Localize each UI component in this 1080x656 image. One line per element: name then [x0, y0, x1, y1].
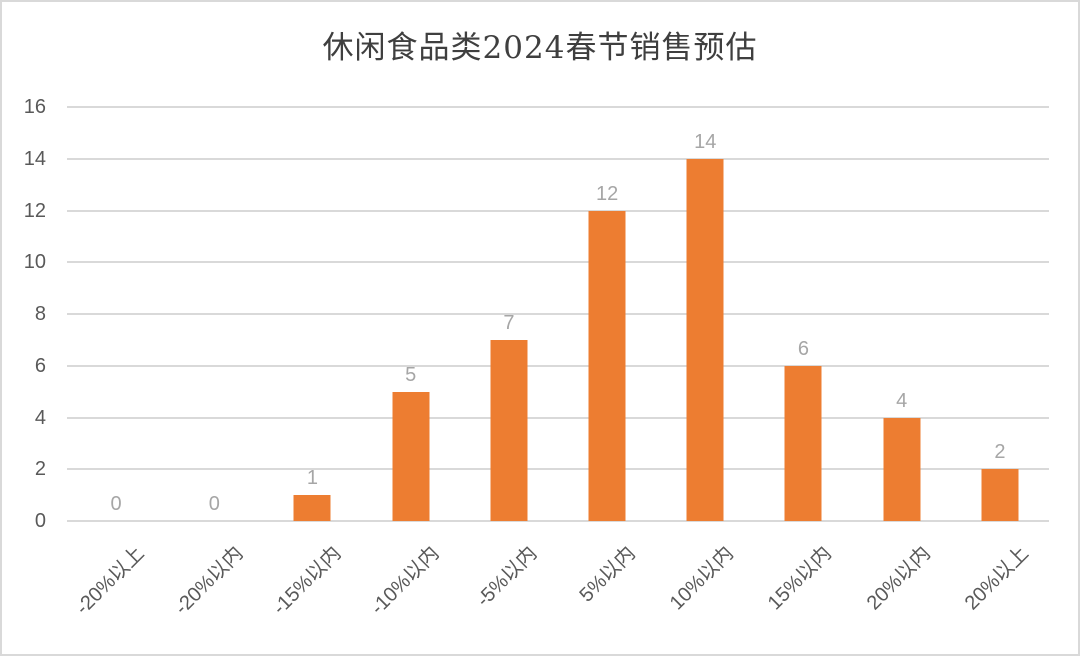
- y-tick-label: 8: [34, 303, 46, 325]
- bar: [784, 365, 822, 521]
- gridline: [67, 209, 1049, 212]
- data-label: 14: [694, 130, 717, 153]
- data-label: 6: [797, 337, 810, 360]
- y-axis: 0 2 4 6 8 10 12 14 16: [2, 97, 52, 531]
- bar-slot: 14: [656, 107, 754, 521]
- y-tick-label: 10: [23, 251, 46, 274]
- x-tick-label: -20%以内: [170, 542, 248, 620]
- y-tick-label: 0: [34, 510, 46, 532]
- x-slot: -20%以内: [165, 521, 263, 654]
- data-label: 1: [306, 467, 319, 490]
- bar-slot: 0: [165, 107, 263, 521]
- bar-slot: 2: [951, 107, 1049, 521]
- x-slot: -15%以内: [263, 521, 361, 654]
- x-tick-label: 20%以内: [862, 542, 935, 615]
- gridline: [67, 313, 1049, 315]
- x-tick-label: 5%以内: [575, 542, 640, 607]
- x-tick-label: 15%以内: [764, 542, 837, 615]
- x-tick-label: -10%以内: [366, 542, 444, 620]
- gridline: [67, 261, 1049, 264]
- x-tick-label: -15%以内: [268, 542, 346, 620]
- bar-slot: 0: [67, 107, 165, 521]
- gridline: [67, 364, 1049, 367]
- data-label: 4: [896, 389, 908, 412]
- x-slot: -10%以内: [362, 521, 460, 654]
- x-slot: -20%以上: [67, 521, 165, 654]
- x-tick-label: 10%以内: [665, 542, 739, 615]
- gridline: [67, 520, 1049, 522]
- bar: [490, 339, 528, 521]
- bar: [293, 495, 331, 521]
- bar: [981, 469, 1019, 521]
- data-label: 7: [503, 311, 515, 334]
- bar-slot: 6: [754, 107, 852, 521]
- bar: [392, 391, 430, 521]
- data-label: 5: [405, 363, 417, 386]
- x-slot: 5%以内: [558, 521, 656, 654]
- data-label: 12: [595, 182, 619, 205]
- y-tick-label: 4: [34, 406, 46, 429]
- chart-title: 休闲食品类2024春节销售预估: [322, 30, 758, 66]
- gridline: [67, 416, 1049, 419]
- data-label: 0: [208, 493, 220, 515]
- y-tick-label: 14: [23, 147, 46, 170]
- bar-slot: 1: [263, 107, 361, 521]
- x-slot: 20%以内: [853, 521, 951, 654]
- gridline: [67, 157, 1049, 160]
- bar-slot: 7: [460, 107, 558, 521]
- data-label: 2: [994, 441, 1006, 464]
- bar: [883, 417, 921, 521]
- bar: [686, 158, 724, 521]
- bar-slot: 5: [362, 107, 460, 521]
- y-tick-label: 2: [34, 458, 46, 481]
- x-axis: -20%以上 -20%以内 -15%以内 -10%以内 -5%以内 5%以内 10%以内 15…: [67, 521, 1049, 654]
- y-tick-label: 12: [23, 199, 46, 222]
- x-tick-label: -5%以内: [472, 542, 542, 612]
- x-slot: 15%以内: [754, 521, 852, 654]
- bar: [588, 210, 626, 521]
- x-tick-label: 20%以上: [960, 542, 1033, 615]
- plot-area: 0 0 1 5 7 12 14 6 4 2: [67, 106, 1049, 522]
- x-tick-label: -20%以上: [72, 542, 149, 620]
- x-slot: -5%以内: [460, 521, 558, 654]
- bar-slot: 12: [558, 107, 656, 521]
- gridline: [67, 106, 1049, 108]
- y-tick-label: 6: [34, 354, 46, 377]
- x-slot: 10%以内: [656, 521, 754, 654]
- data-label: 0: [110, 493, 122, 515]
- x-slot: 20%以上: [951, 521, 1049, 654]
- gridline: [67, 468, 1049, 471]
- y-tick-label: 16: [23, 96, 46, 118]
- bar-slot: 4: [853, 107, 951, 521]
